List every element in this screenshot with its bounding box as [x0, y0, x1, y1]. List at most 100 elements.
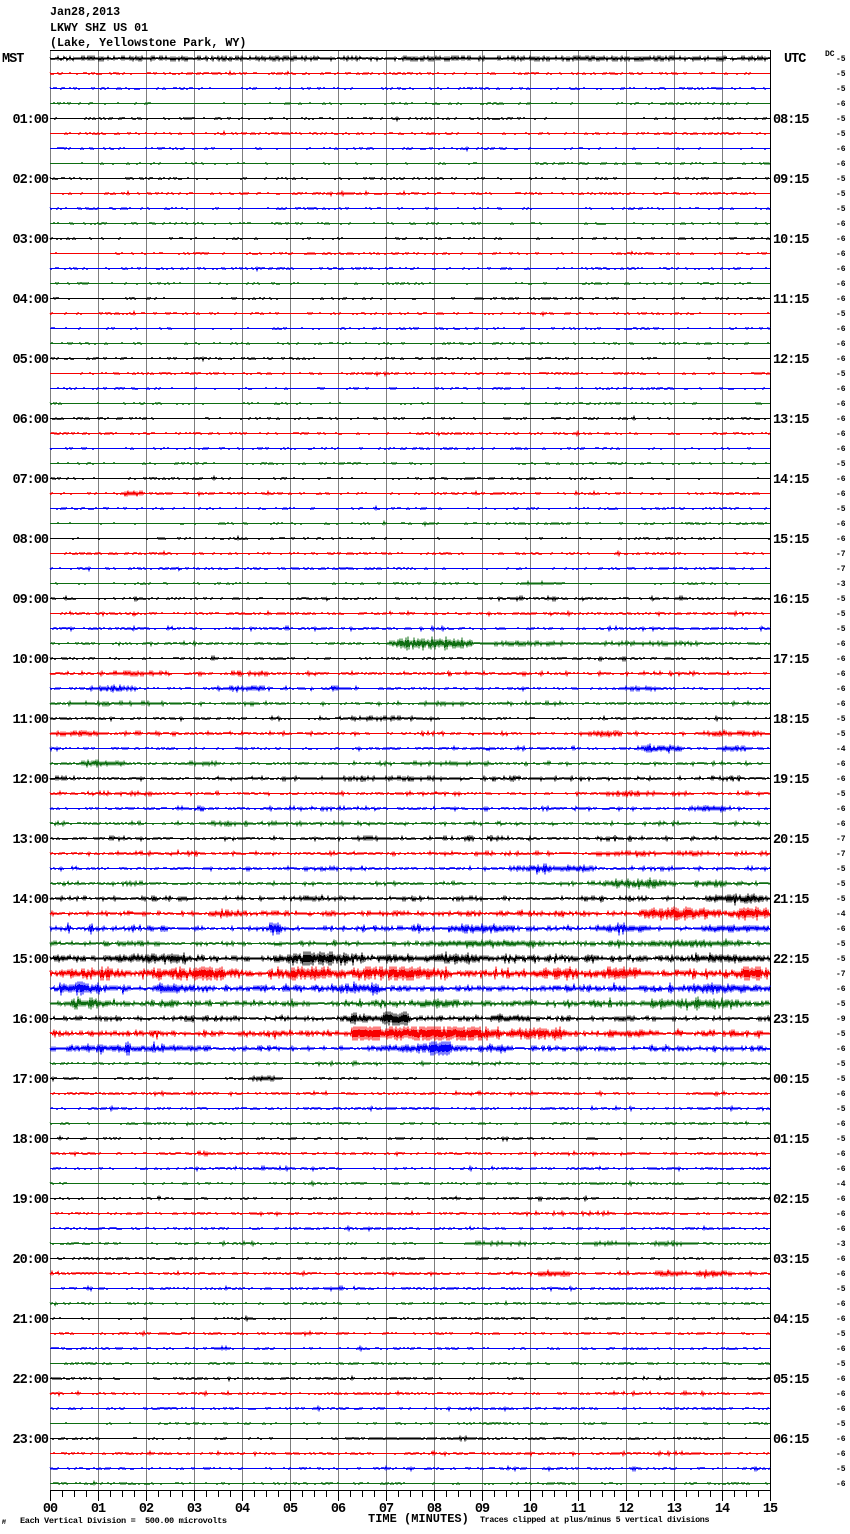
svg-text:08:15: 08:15 [773, 113, 809, 128]
svg-text:11: 11 [571, 1502, 586, 1517]
svg-text:14:00: 14:00 [12, 893, 48, 908]
svg-text:-5: -5 [836, 1030, 846, 1039]
svg-text:02:15: 02:15 [773, 1193, 809, 1208]
svg-text:00: 00 [43, 1502, 58, 1517]
svg-text:-6: -6 [836, 985, 846, 994]
svg-text:-6: -6 [836, 1225, 846, 1234]
svg-text:17:00: 17:00 [12, 1073, 48, 1088]
svg-text:-6: -6 [836, 280, 846, 289]
svg-text:-6: -6 [836, 1405, 846, 1414]
svg-text:-5: -5 [836, 940, 846, 949]
svg-text:07: 07 [379, 1502, 394, 1517]
svg-text:03:15: 03:15 [773, 1253, 809, 1268]
svg-text:06:00: 06:00 [12, 413, 48, 428]
svg-text:-6: -6 [836, 805, 846, 814]
svg-text:-6: -6 [836, 1315, 846, 1324]
svg-text:-7: -7 [836, 550, 846, 559]
svg-text:-5: -5 [836, 55, 846, 64]
svg-text:-5: -5 [836, 595, 846, 604]
svg-text:16:00: 16:00 [12, 1013, 48, 1028]
svg-text:18:00: 18:00 [12, 1133, 48, 1148]
svg-text:01: 01 [91, 1502, 106, 1517]
svg-text:LKWY SHZ US 01: LKWY SHZ US 01 [50, 21, 148, 35]
svg-text:-6: -6 [836, 1120, 846, 1129]
svg-text:14: 14 [715, 1502, 730, 1517]
svg-text:03: 03 [187, 1502, 202, 1517]
svg-text:21:15: 21:15 [773, 893, 809, 908]
svg-text:-3: -3 [836, 580, 846, 589]
svg-text:15:00: 15:00 [12, 953, 48, 968]
svg-text:06: 06 [331, 1502, 346, 1517]
svg-text:04:00: 04:00 [12, 293, 48, 308]
svg-text:19:15: 19:15 [773, 773, 809, 788]
svg-text:-7: -7 [836, 850, 846, 859]
svg-text:-6: -6 [836, 640, 846, 649]
svg-text:UTC: UTC [784, 52, 806, 67]
svg-text:-6: -6 [836, 1150, 846, 1159]
svg-text:-6: -6 [836, 1390, 846, 1399]
svg-text:-5: -5 [836, 1330, 846, 1339]
svg-text:-5: -5 [836, 895, 846, 904]
svg-text:08: 08 [427, 1502, 442, 1517]
svg-text:-7: -7 [836, 565, 846, 574]
svg-text:-6: -6 [836, 685, 846, 694]
svg-text:-6: -6 [836, 100, 846, 109]
svg-text:-6: -6 [836, 820, 846, 829]
svg-text:-6: -6 [836, 1375, 846, 1384]
svg-text:-5: -5 [836, 790, 846, 799]
svg-text:05:00: 05:00 [12, 353, 48, 368]
svg-text:-3: -3 [836, 1240, 846, 1249]
svg-text:-5: -5 [836, 1285, 846, 1294]
svg-text:-5: -5 [836, 1060, 846, 1069]
svg-text:-5: -5 [836, 625, 846, 634]
svg-text:-6: -6 [836, 220, 846, 229]
svg-text:-5: -5 [836, 1135, 846, 1144]
svg-text:-6: -6 [836, 1480, 846, 1489]
svg-text:-6: -6 [836, 1345, 846, 1354]
svg-text:22:15: 22:15 [773, 953, 809, 968]
svg-text:-6: -6 [836, 400, 846, 409]
svg-text:-5: -5 [836, 715, 846, 724]
svg-text:-6: -6 [836, 325, 846, 334]
svg-text:15:15: 15:15 [773, 533, 809, 548]
svg-text:-5: -5 [836, 310, 846, 319]
svg-text:-6: -6 [836, 1210, 846, 1219]
svg-text:-6: -6 [836, 415, 846, 424]
svg-text:-5: -5 [836, 730, 846, 739]
svg-text:-6: -6 [836, 340, 846, 349]
svg-text:02:00: 02:00 [12, 173, 48, 188]
svg-text:11:15: 11:15 [773, 293, 809, 308]
svg-text:-6: -6 [836, 1450, 846, 1459]
svg-text:-5: -5 [836, 115, 846, 124]
svg-text:22:00: 22:00 [12, 1373, 48, 1388]
svg-text:10: 10 [523, 1502, 538, 1517]
svg-text:12:15: 12:15 [773, 353, 809, 368]
svg-text:17:15: 17:15 [773, 653, 809, 668]
svg-text:-5: -5 [836, 1105, 846, 1114]
svg-text:-5: -5 [836, 955, 846, 964]
svg-text:-5: -5 [836, 190, 846, 199]
svg-text:04: 04 [235, 1502, 250, 1517]
svg-text:-5: -5 [836, 205, 846, 214]
svg-text:-6: -6 [836, 160, 846, 169]
svg-text:-5: -5 [836, 460, 846, 469]
svg-text:-4: -4 [836, 745, 846, 754]
svg-text:Jan28,2013: Jan28,2013 [50, 5, 120, 19]
svg-text:01:00: 01:00 [12, 113, 48, 128]
svg-text:10:00: 10:00 [12, 653, 48, 668]
svg-text:-4: -4 [836, 1180, 846, 1189]
svg-text:20:00: 20:00 [12, 1253, 48, 1268]
svg-text:-6: -6 [836, 925, 846, 934]
svg-text:-7: -7 [836, 970, 846, 979]
svg-text:13:15: 13:15 [773, 413, 809, 428]
svg-text:DC: DC [825, 50, 835, 59]
svg-text:05:15: 05:15 [773, 1373, 809, 1388]
svg-text:09: 09 [475, 1502, 490, 1517]
svg-text:-5: -5 [836, 175, 846, 184]
svg-text:-5: -5 [836, 1360, 846, 1369]
svg-text:05: 05 [283, 1502, 298, 1517]
svg-text:-5: -5 [836, 70, 846, 79]
svg-text:-6: -6 [836, 1165, 846, 1174]
svg-text:09:15: 09:15 [773, 173, 809, 188]
svg-text:-6: -6 [836, 655, 846, 664]
